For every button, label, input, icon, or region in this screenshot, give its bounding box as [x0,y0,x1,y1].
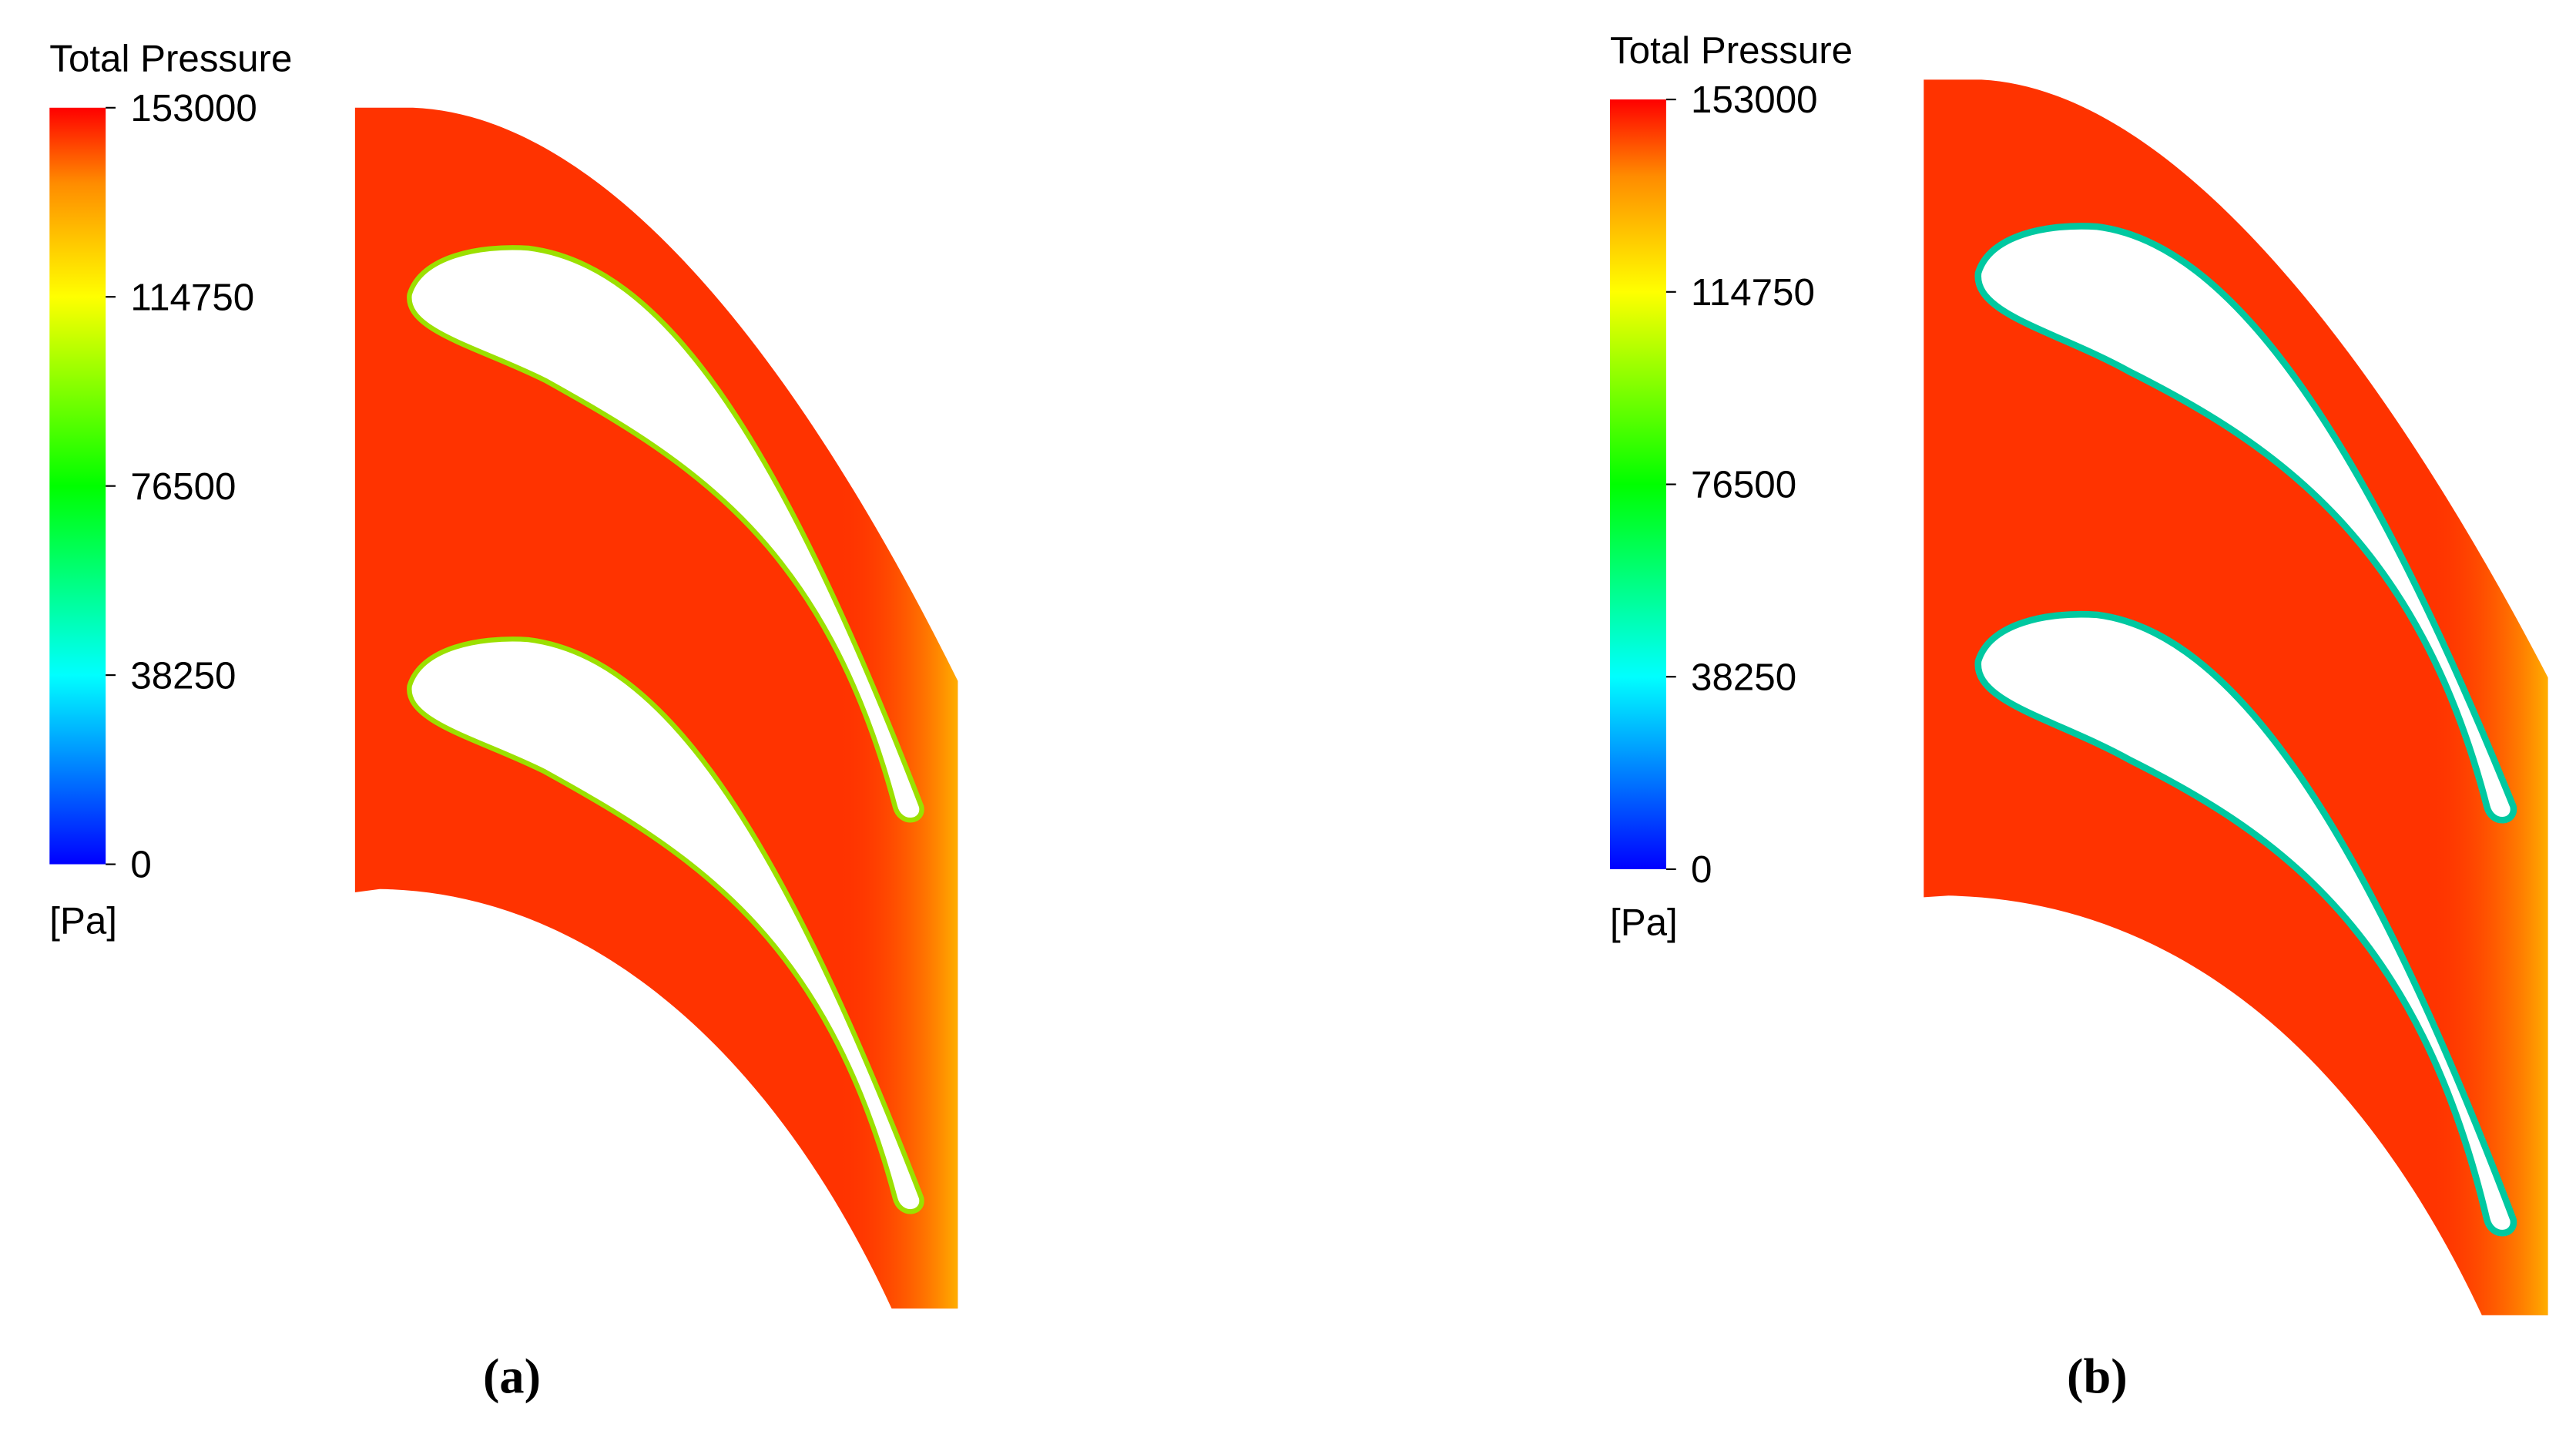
panel-b: Total Pressure [Pa] (b) 153000 114750 7650… [1610,29,2548,1404]
colorbar [1610,99,1666,869]
tick-label: 153000 [130,87,257,129]
contour [1924,79,2548,1315]
tick-label: 153000 [1691,79,1818,121]
tick-label: 76500 [1691,464,1796,506]
tick-label: 114750 [130,276,254,318]
tick-label: 0 [130,844,151,886]
legend-title: Total Pressure [1610,29,1853,72]
colorbar [49,107,106,865]
caption: (b) [2067,1349,2128,1404]
unit: [Pa] [1610,902,1678,944]
tick-label: 38250 [130,654,236,697]
caption: (a) [483,1349,541,1404]
panel-a: Total Pressure [Pa] (a) 153000 114750 7650… [49,38,958,1404]
unit: [Pa] [49,900,117,942]
tick-label: 114750 [1691,271,1815,314]
tick-label: 0 [1691,848,1712,891]
tick-label: 38250 [1691,656,1796,698]
contour [354,107,958,1309]
tick-label: 76500 [130,465,236,508]
legend-title: Total Pressure [49,38,292,80]
